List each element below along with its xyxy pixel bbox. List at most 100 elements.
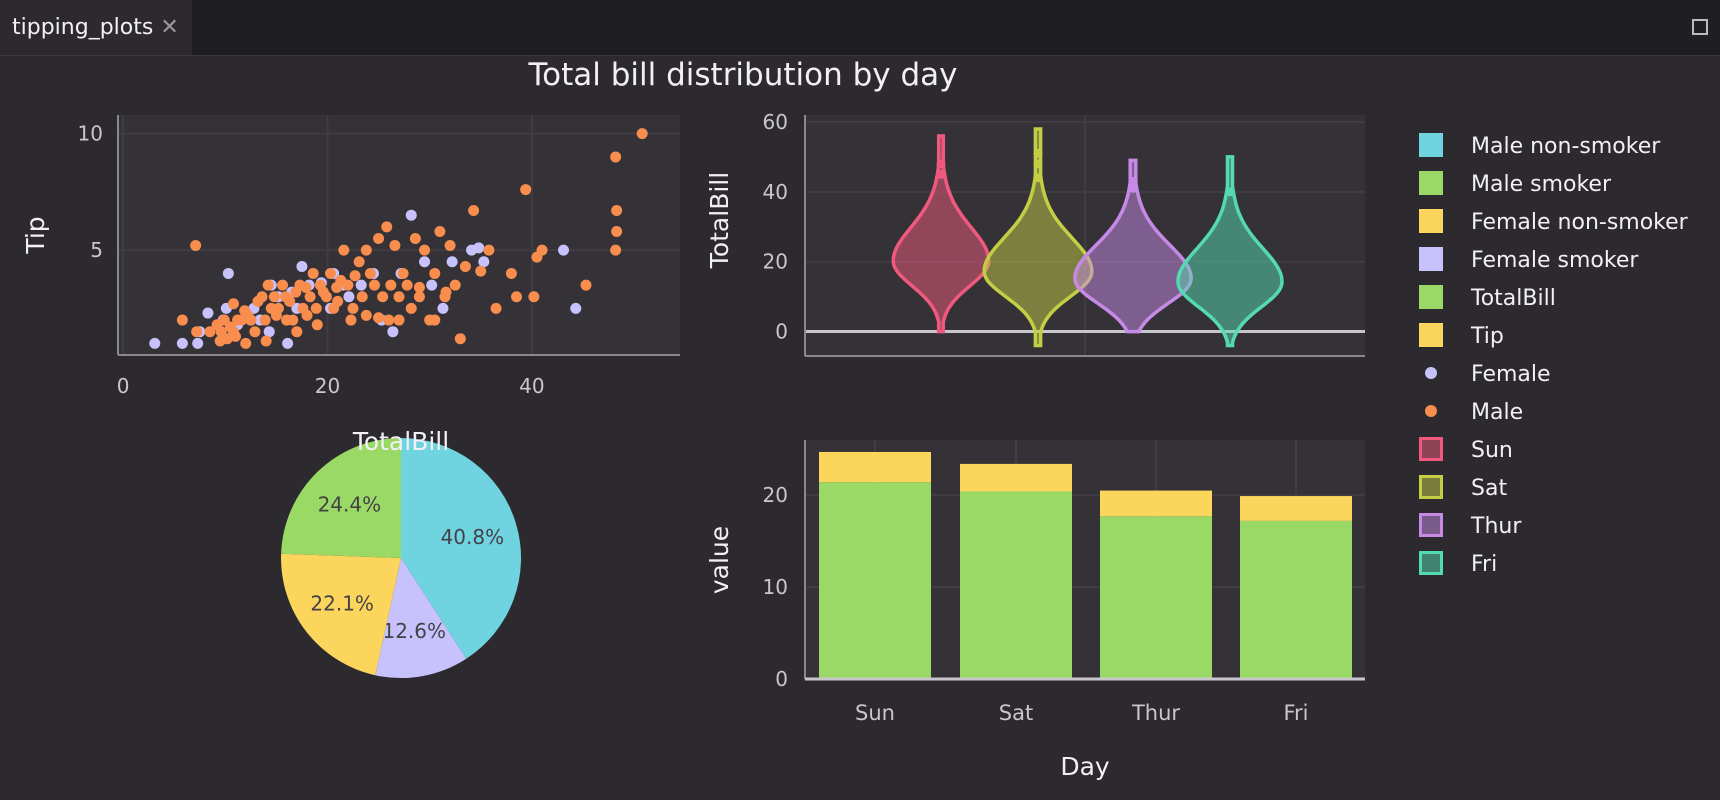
scatter-point-female[interactable] xyxy=(478,256,490,268)
bar-thur-tip[interactable] xyxy=(1100,490,1212,517)
scatter-point-male[interactable] xyxy=(528,291,540,303)
scatter-point-male[interactable] xyxy=(256,291,268,303)
scatter-point-female[interactable] xyxy=(202,307,214,319)
legend-item-female-non-smoker[interactable]: Female non-smoker xyxy=(1419,209,1689,235)
scatter-point-male[interactable] xyxy=(260,335,272,347)
scatter-point-male[interactable] xyxy=(409,232,421,244)
scatter-point-male[interactable] xyxy=(636,128,648,140)
bar-fri-totalbill[interactable] xyxy=(1240,520,1352,679)
scatter-point-male[interactable] xyxy=(230,330,242,342)
scatter-point-male[interactable] xyxy=(393,314,405,326)
bar-sat-tip[interactable] xyxy=(960,463,1072,492)
scatter-point-female[interactable] xyxy=(296,260,308,272)
legend-item-female[interactable]: Female xyxy=(1425,362,1551,387)
scatter-point-male[interactable] xyxy=(270,309,282,321)
scatter-point-male[interactable] xyxy=(347,302,359,314)
scatter-point-male[interactable] xyxy=(611,226,623,238)
scatter-point-male[interactable] xyxy=(434,226,446,238)
scatter-point-male[interactable] xyxy=(227,298,239,310)
scatter-point-male[interactable] xyxy=(393,291,405,303)
scatter-point-male[interactable] xyxy=(356,291,368,303)
scatter-point-male[interactable] xyxy=(429,314,441,326)
scatter-point-male[interactable] xyxy=(490,302,502,314)
scatter-point-female[interactable] xyxy=(192,337,204,349)
scatter-point-male[interactable] xyxy=(385,279,397,291)
pie-slice-male-smoker[interactable] xyxy=(281,438,401,558)
pie-slice-female-smoker[interactable] xyxy=(375,558,467,679)
scatter-point-male[interactable] xyxy=(311,319,323,331)
scatter-point-male[interactable] xyxy=(268,291,280,303)
scatter-point-male[interactable] xyxy=(536,244,548,256)
scatter-point-male[interactable] xyxy=(440,286,452,298)
scatter-point-female[interactable] xyxy=(176,337,188,349)
scatter-point-male[interactable] xyxy=(511,291,523,303)
scatter-point-male[interactable] xyxy=(245,314,257,326)
scatter-point-male[interactable] xyxy=(291,326,303,338)
legend-item-sat[interactable]: Sat xyxy=(1419,475,1508,501)
legend-item-male-smoker[interactable]: Male smoker xyxy=(1419,171,1612,197)
scatter-point-male[interactable] xyxy=(364,267,376,279)
scatter-point-female[interactable] xyxy=(282,337,294,349)
scatter-point-female[interactable] xyxy=(437,302,449,314)
scatter-point-male[interactable] xyxy=(475,265,487,277)
scatter-point-female[interactable] xyxy=(473,242,485,254)
scatter-point-male[interactable] xyxy=(389,239,401,251)
scatter-point-male[interactable] xyxy=(377,291,389,303)
scatter-point-male[interactable] xyxy=(204,326,216,338)
scatter-point-male[interactable] xyxy=(520,184,532,196)
scatter-point-male[interactable] xyxy=(338,244,350,256)
scatter-point-male[interactable] xyxy=(580,279,592,291)
violin-fri[interactable] xyxy=(1176,155,1284,348)
scatter-point-male[interactable] xyxy=(281,314,293,326)
legend-item-fri[interactable]: Fri xyxy=(1419,551,1498,577)
scatter-point-male[interactable] xyxy=(360,244,372,256)
scatter-point-male[interactable] xyxy=(307,267,319,279)
scatter-point-male[interactable] xyxy=(397,267,409,279)
scatter-point-male[interactable] xyxy=(332,295,344,307)
scatter-point-male[interactable] xyxy=(610,151,622,163)
scatter-point-male[interactable] xyxy=(284,295,296,307)
scatter-point-male[interactable] xyxy=(401,279,413,291)
scatter-point-male[interactable] xyxy=(373,232,385,244)
scatter-point-male[interactable] xyxy=(345,314,357,326)
legend[interactable]: Male non-smoker Male smoker Female non-smo… xyxy=(1419,133,1689,577)
scatter-point-male[interactable] xyxy=(368,279,380,291)
scatter-point-male[interactable] xyxy=(249,326,261,338)
scatter-point-male[interactable] xyxy=(304,291,316,303)
violin-plot[interactable]: 0 20 40 60 TotalBill xyxy=(705,110,1365,357)
scatter-point-male[interactable] xyxy=(320,291,332,303)
scatter-point-male[interactable] xyxy=(190,239,202,251)
scatter-point-male[interactable] xyxy=(349,270,361,282)
scatter-point-male[interactable] xyxy=(262,279,274,291)
bar-sun-totalbill[interactable] xyxy=(819,482,931,679)
scatter-point-male[interactable] xyxy=(610,244,622,256)
stacked-bar-chart[interactable]: 0 10 20 Sun Sat Thur Fri value Day xyxy=(705,440,1365,781)
scatter-point-male[interactable] xyxy=(429,267,441,279)
close-icon[interactable]: ✕ xyxy=(160,15,179,40)
scatter-point-female[interactable] xyxy=(149,337,161,349)
legend-item-sun[interactable]: Sun xyxy=(1419,437,1513,463)
scatter-point-male[interactable] xyxy=(277,279,289,291)
legend-item-male[interactable]: Male xyxy=(1425,400,1523,425)
scatter-point-male[interactable] xyxy=(191,326,203,338)
scatter-point-male[interactable] xyxy=(413,291,425,303)
scatter-point-male[interactable] xyxy=(483,244,495,256)
scatter-point-male[interactable] xyxy=(381,221,393,233)
scatter-point-female[interactable] xyxy=(570,302,582,314)
scatter-point-female[interactable] xyxy=(263,326,275,338)
scatter-point-male[interactable] xyxy=(360,309,372,321)
legend-item-thur[interactable]: Thur xyxy=(1419,513,1523,539)
pie-slice-female-non-smoker[interactable] xyxy=(281,553,401,676)
bar-fri-tip[interactable] xyxy=(1240,496,1352,521)
scatter-point-male[interactable] xyxy=(300,281,312,293)
legend-item-totalbill[interactable]: TotalBill xyxy=(1419,285,1556,311)
scatter-plot[interactable]: 0 20 40 5 10 Tip xyxy=(21,115,680,398)
scatter-point-female[interactable] xyxy=(387,326,399,338)
scatter-point-male[interactable] xyxy=(240,337,252,349)
scatter-point-male[interactable] xyxy=(468,205,480,217)
scatter-point-female[interactable] xyxy=(446,256,458,268)
scatter-point-male[interactable] xyxy=(310,302,322,314)
scatter-point-male[interactable] xyxy=(454,333,466,345)
scatter-point-female[interactable] xyxy=(343,291,355,303)
scatter-point-male[interactable] xyxy=(405,302,417,314)
